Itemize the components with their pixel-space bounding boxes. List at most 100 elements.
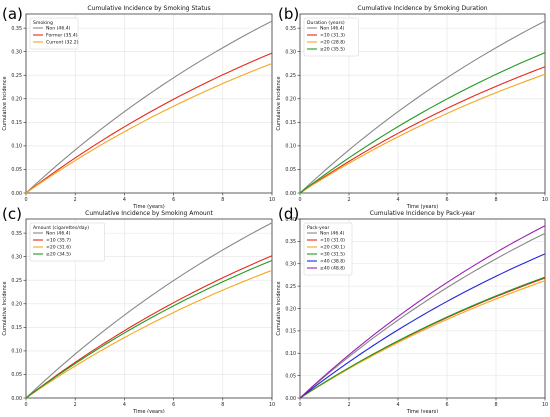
legend-label: Current (32.2) — [46, 40, 79, 46]
y-tick-label: 0.15 — [11, 120, 22, 126]
y-tick-label: 0.35 — [11, 231, 22, 237]
series-line — [25, 255, 273, 399]
legend-box — [29, 222, 105, 262]
y-tick-label: 0.00 — [285, 396, 296, 402]
y-axis-label: Cumulative Incidence — [2, 281, 8, 335]
legend-label: Former (35.4) — [46, 33, 78, 39]
panel-a: (a) 0.00 0.05 0.10 0.15 0.20 0.25 0.30 0.35 0 2 4 6 8… — [2, 5, 275, 210]
legend-label: ≥20 (34.5) — [46, 252, 71, 258]
y-tick-label: 0.05 — [285, 167, 296, 173]
series-line — [25, 269, 273, 399]
x-tick-label: 4 — [396, 197, 399, 203]
x-axis-label: Time (years) — [406, 204, 439, 210]
axes-frame — [299, 13, 546, 194]
y-tick-label: 0.35 — [285, 26, 296, 32]
series-line — [25, 62, 273, 194]
series-line — [299, 277, 546, 399]
x-tick-label: 2 — [74, 197, 77, 203]
x-tick-label: 6 — [172, 197, 175, 203]
x-tick-label: 10 — [269, 402, 275, 408]
panel-b: (b) 0.00 0.05 0.10 0.15 0.20 0.25 0.30 0.35 0 2 4 6 8… — [276, 5, 548, 210]
legend-box — [29, 17, 79, 50]
series-line — [299, 280, 546, 399]
x-tick-label: 0 — [24, 402, 27, 408]
panel-letter: (a) — [2, 5, 23, 23]
series-line — [25, 259, 273, 399]
y-tick-label: 0.10 — [285, 144, 296, 150]
y-tick-label: 0.30 — [285, 262, 296, 268]
panel-letter: (b) — [278, 5, 299, 23]
y-tick-label: 0.30 — [285, 49, 296, 55]
x-tick-label: 8 — [494, 197, 497, 203]
legend-label: ≥20 (35.5) — [320, 47, 345, 53]
y-tick-label: 0.30 — [11, 254, 22, 260]
y-tick-label: 0.25 — [285, 284, 296, 290]
y-tick-label: 0.25 — [11, 278, 22, 284]
legend-label: <40 (38.8) — [320, 259, 345, 265]
y-tick-label: 0.35 — [285, 239, 296, 245]
chart-title: Cumulative Incidence by Smoking Status — [87, 5, 210, 12]
y-tick-label: 0.05 — [11, 372, 22, 378]
x-tick-label: 4 — [123, 402, 126, 408]
legend-title: Pack-year — [307, 225, 330, 231]
axes-frame — [25, 218, 273, 399]
series-line — [299, 66, 546, 194]
legend-label: Non (46.4) — [320, 231, 345, 237]
x-axis-label: Time (years) — [406, 409, 439, 413]
y-tick-label: 0.15 — [285, 329, 296, 335]
x-axis-label: Time (years) — [132, 204, 165, 210]
legend-label: Non (46.4) — [46, 26, 71, 32]
x-tick-label: 0 — [24, 197, 27, 203]
y-tick-label: 0.15 — [285, 120, 296, 126]
legend-label: <20 (31.6) — [46, 245, 71, 251]
y-tick-label: 0.05 — [285, 373, 296, 379]
x-tick-label: 10 — [269, 197, 275, 203]
y-axis-label: Cumulative Incidence — [276, 76, 282, 130]
legend-label: <10 (31.0) — [320, 238, 345, 244]
y-tick-label: 0.20 — [285, 97, 296, 103]
series-line — [299, 20, 546, 194]
y-tick-label: 0.35 — [11, 26, 22, 32]
x-tick-label: 6 — [445, 402, 448, 408]
series-line — [299, 232, 546, 399]
legend-label: <10 (31.3) — [320, 33, 345, 39]
panel-letter: (d) — [278, 205, 299, 223]
x-tick-label: 10 — [542, 197, 548, 203]
y-tick-label: 0.15 — [11, 325, 22, 331]
x-tick-label: 8 — [221, 197, 224, 203]
series-line — [299, 52, 546, 194]
y-tick-label: 0.25 — [11, 73, 22, 79]
legend-title: Duration (years) — [307, 20, 345, 26]
x-tick-label: 8 — [494, 402, 497, 408]
series-line — [299, 73, 546, 194]
y-tick-label: 0.10 — [285, 351, 296, 357]
x-axis-label: Time (years) — [132, 409, 165, 413]
series-line — [299, 225, 546, 399]
axes-frame — [25, 13, 273, 194]
x-tick-label: 2 — [347, 402, 350, 408]
legend-box — [303, 222, 353, 276]
x-tick-label: 0 — [298, 197, 301, 203]
series-line — [25, 222, 273, 399]
legend-label: <30 (31.5) — [320, 252, 345, 258]
series-line — [299, 276, 546, 399]
y-axis-label: Cumulative Incidence — [2, 76, 8, 130]
x-tick-label: 4 — [123, 197, 126, 203]
legend-label: ≥40 (48.8) — [320, 266, 345, 272]
legend-label: <20 (30.1) — [320, 245, 345, 251]
panel-letter: (c) — [2, 205, 22, 223]
panel-c: (c) 0.00 0.05 0.10 0.15 0.20 0.25 0.30 0.35 0 2 4 6 8… — [2, 205, 275, 415]
y-tick-label: 0.40 — [285, 217, 296, 223]
y-tick-label: 0.10 — [11, 144, 22, 150]
legend-title: Amount (cigarettes/day) — [33, 225, 89, 231]
x-tick-label: 8 — [221, 402, 224, 408]
y-tick-label: 0.00 — [285, 191, 296, 197]
chart-title: Cumulative Incidence by Smoking Amount — [85, 210, 213, 217]
y-tick-label: 0.00 — [11, 191, 22, 197]
y-axis-label: Cumulative Incidence — [276, 281, 282, 335]
series-line — [25, 20, 273, 194]
y-tick-label: 0.00 — [11, 396, 22, 402]
y-tick-label: 0.20 — [11, 97, 22, 103]
chart-title: Cumulative Incidence by Smoking Duration — [357, 5, 487, 12]
